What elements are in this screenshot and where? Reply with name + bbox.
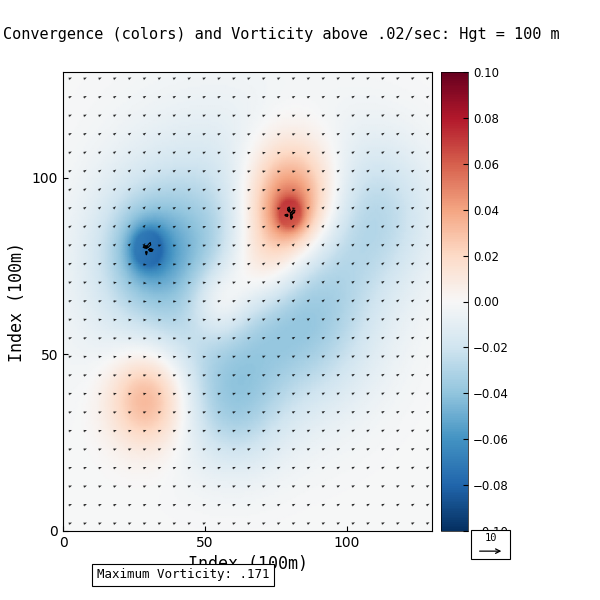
Y-axis label: Index (100m): Index (100m) xyxy=(8,241,26,361)
Text: Convergence (colors) and Vorticity above .02/sec: Hgt = 100 m: Convergence (colors) and Vorticity above… xyxy=(3,27,560,42)
Text: Maximum Vorticity: .171: Maximum Vorticity: .171 xyxy=(97,568,269,581)
FancyBboxPatch shape xyxy=(471,530,510,559)
X-axis label: Index (100m): Index (100m) xyxy=(187,556,308,574)
Text: 10: 10 xyxy=(484,533,497,542)
